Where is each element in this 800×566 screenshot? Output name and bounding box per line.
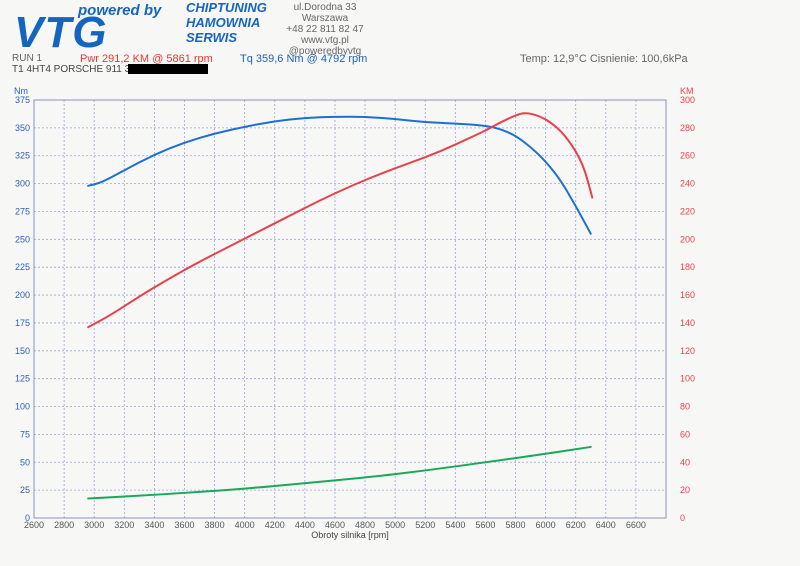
right-tick-label: 60 xyxy=(680,429,690,439)
peak-torque: Tq 359,6 Nm @ 4792 rpm xyxy=(240,53,368,65)
left-tick-label: 25 xyxy=(20,485,30,495)
grid xyxy=(33,99,666,519)
x-tick-label: 5400 xyxy=(445,520,465,530)
left-tick-label: 350 xyxy=(15,123,30,133)
right-tick-label: 120 xyxy=(680,346,695,356)
redaction-bar xyxy=(128,64,208,74)
x-tick-label: 6600 xyxy=(626,520,646,530)
left-tick-label: 375 xyxy=(15,95,30,105)
right-tick-label: 80 xyxy=(680,402,690,412)
logo-tagline: powered by xyxy=(78,2,162,19)
right-axis-ticks: 0 20 40 60 80 100 120 140 160 180 200 220 240 260 280 3… xyxy=(680,95,695,523)
plot-frame xyxy=(33,99,667,519)
loss-curve xyxy=(87,445,592,500)
left-axis-unit: Nm xyxy=(14,86,28,96)
address-block: ul.Dorodna 33 Warszawa +48 22 811 82 47 … xyxy=(270,2,380,57)
x-tick-label: 5800 xyxy=(506,520,526,530)
x-tick-label: 6200 xyxy=(566,520,586,530)
left-tick-label: 300 xyxy=(15,179,30,189)
x-tick-label: 3400 xyxy=(144,520,164,530)
x-tick-label: 3000 xyxy=(84,520,104,530)
x-tick-label: 5200 xyxy=(415,520,435,530)
run-label: RUN 1 xyxy=(12,53,43,64)
right-tick-label: 260 xyxy=(680,151,695,161)
right-axis-unit: KM xyxy=(680,86,694,96)
x-tick-label: 6000 xyxy=(536,520,556,530)
left-tick-label: 225 xyxy=(15,262,30,272)
address-line: www.vtg.pl xyxy=(301,35,349,46)
right-tick-label: 160 xyxy=(680,290,695,300)
left-tick-label: 325 xyxy=(15,151,30,161)
power-curve xyxy=(87,112,594,329)
logo-wordmark: VTG xyxy=(14,8,108,57)
x-tick-label: 5600 xyxy=(475,520,495,530)
series-lines xyxy=(87,112,594,500)
left-tick-label: 275 xyxy=(15,206,30,216)
brand-line: SERWIS xyxy=(186,30,238,45)
torque-curve xyxy=(87,115,592,235)
x-tick-label: 6400 xyxy=(596,520,616,530)
x-tick-label: 4400 xyxy=(295,520,315,530)
x-tick-label: 2600 xyxy=(24,520,44,530)
left-tick-label: 50 xyxy=(20,457,30,467)
left-tick-label: 200 xyxy=(15,290,30,300)
brand-line: CHIPTUNING xyxy=(186,0,267,15)
ambient-conditions: Temp: 12,9°C Cisnienie: 100,6kPa xyxy=(520,53,688,65)
left-tick-label: 100 xyxy=(15,402,30,412)
right-tick-label: 40 xyxy=(680,457,690,467)
vehicle-name: T1 4HT4 PORSCHE 911 3.6 xyxy=(12,64,139,75)
address-line: Warszawa xyxy=(301,13,349,24)
x-tick-label: 4200 xyxy=(265,520,285,530)
address-line: +48 22 811 82 47 xyxy=(286,24,364,35)
right-tick-label: 20 xyxy=(680,485,690,495)
left-tick-label: 175 xyxy=(15,318,30,328)
right-tick-label: 300 xyxy=(680,95,695,105)
right-tick-label: 240 xyxy=(680,179,695,189)
right-tick-label: 220 xyxy=(680,206,695,216)
right-tick-label: 280 xyxy=(680,123,695,133)
address-line: @poweredbyvtg xyxy=(288,46,362,57)
x-axis-ticks: 2600 2800 3000 3200 3400 3600 3800 4000 4200 4400… xyxy=(24,520,646,530)
x-tick-label: 4800 xyxy=(355,520,375,530)
x-tick-label: 5000 xyxy=(385,520,405,530)
peak-power: Pwr 291,2 KM @ 5861 rpm xyxy=(80,53,213,65)
right-tick-label: 140 xyxy=(680,318,695,328)
right-tick-label: 200 xyxy=(680,234,695,244)
left-tick-label: 250 xyxy=(15,234,30,244)
vtg-logo: powered by VTG xyxy=(8,2,176,57)
left-tick-label: 125 xyxy=(15,374,30,384)
x-tick-label: 4600 xyxy=(325,520,345,530)
left-tick-label: 75 xyxy=(20,429,30,439)
brand-services: CHIPTUNING HAMOWNIA SERWIS xyxy=(186,0,267,45)
x-tick-label: 3800 xyxy=(205,520,225,530)
left-axis-ticks: 0 25 50 75 100 125 150 175 200 225 250 275 300 325 350… xyxy=(15,95,30,523)
address-line: ul.Dorodna 33 xyxy=(293,2,357,13)
brand-line: HAMOWNIA xyxy=(186,15,261,30)
right-tick-label: 0 xyxy=(680,513,685,523)
x-tick-label: 2800 xyxy=(54,520,74,530)
right-tick-label: 180 xyxy=(680,262,695,272)
x-tick-label: 3200 xyxy=(114,520,134,530)
left-tick-label: 150 xyxy=(15,346,30,356)
x-axis-title: Obroty silnika [rpm] xyxy=(311,530,389,540)
left-tick-label: 0 xyxy=(25,513,30,523)
right-tick-label: 100 xyxy=(680,374,695,384)
x-tick-label: 4000 xyxy=(235,520,255,530)
x-tick-label: 3600 xyxy=(174,520,194,530)
